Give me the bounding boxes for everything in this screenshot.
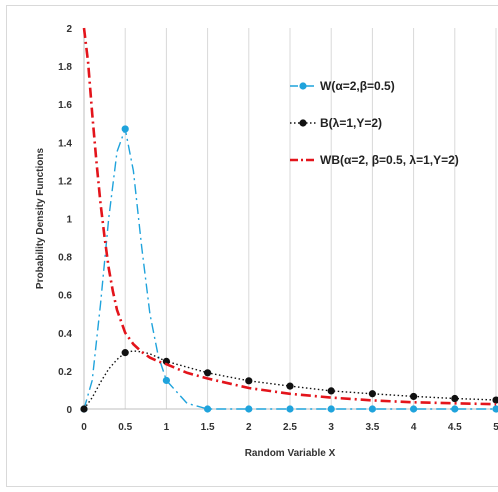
x-tick-label: 4 bbox=[411, 422, 417, 433]
data-point-w bbox=[451, 405, 459, 413]
legend-label-wb: WB(α=2, β=0.5, λ=1,Υ=2) bbox=[320, 153, 459, 167]
legend-label-b: B(λ=1,Υ=2) bbox=[320, 116, 382, 130]
data-point-b bbox=[286, 382, 294, 390]
data-point-w bbox=[368, 405, 376, 413]
y-tick-label: 0.4 bbox=[58, 329, 72, 340]
x-tick-label: 0 bbox=[81, 422, 87, 433]
data-point-w bbox=[245, 405, 253, 413]
x-tick-label: 4.5 bbox=[448, 422, 462, 433]
data-point-b bbox=[492, 396, 498, 404]
data-point-w bbox=[204, 405, 212, 413]
data-point-w bbox=[492, 405, 498, 413]
x-tick-label: 0.5 bbox=[118, 422, 132, 433]
data-point-w bbox=[327, 405, 335, 413]
x-tick-label: 3.5 bbox=[365, 422, 379, 433]
data-point-w bbox=[410, 405, 418, 413]
x-tick-label: 2 bbox=[246, 422, 252, 433]
data-point-w bbox=[121, 125, 129, 133]
plot-area bbox=[80, 27, 498, 413]
y-tick-label: 0.2 bbox=[58, 367, 72, 378]
data-point-b bbox=[451, 394, 459, 403]
y-tick-label: 0.8 bbox=[58, 253, 72, 264]
y-tick-label: 1.6 bbox=[58, 100, 72, 111]
series-line-w bbox=[83, 126, 496, 410]
y-tick-label: 0.6 bbox=[58, 291, 72, 302]
data-point-b bbox=[80, 405, 88, 413]
x-tick-label: 2.5 bbox=[283, 422, 297, 433]
data-point-b bbox=[410, 392, 418, 401]
y-tick-label: 1 bbox=[66, 215, 72, 226]
x-tick-label: 1 bbox=[164, 422, 170, 433]
data-point-b bbox=[121, 349, 129, 357]
grid bbox=[124, 28, 497, 409]
data-point-b bbox=[204, 369, 212, 377]
data-point-w bbox=[286, 405, 294, 413]
y-tick-label: 0 bbox=[66, 405, 72, 416]
x-tick-label: 3 bbox=[328, 422, 334, 433]
x-tick-label: 5 bbox=[493, 422, 498, 433]
y-tick-labels: 0 0.2 0.4 0.6 0.8 1 1.2 1.4 1.6 1.8 2 bbox=[58, 24, 72, 416]
data-point-b bbox=[368, 390, 376, 398]
y-tick-label: 1.2 bbox=[58, 176, 72, 187]
y-tick-label: 2 bbox=[66, 24, 72, 35]
legend-marker-b bbox=[299, 119, 307, 127]
data-point-w bbox=[162, 376, 170, 385]
x-axis-title: Random Variable X bbox=[245, 448, 336, 459]
legend: W(α=2,β=0.5) B(λ=1,Υ=2) WB(α=2, β=0.5, λ=1… bbox=[290, 79, 459, 167]
data-point-b bbox=[327, 387, 335, 395]
series-line-wb bbox=[82, 27, 497, 406]
data-point-b bbox=[162, 357, 170, 365]
y-axis-title: Probability Density Functions bbox=[35, 148, 46, 290]
x-tick-label: 1.5 bbox=[201, 422, 215, 433]
data-point-b bbox=[245, 377, 253, 385]
y-tick-label: 1.8 bbox=[58, 62, 72, 73]
legend-label-w: W(α=2,β=0.5) bbox=[320, 79, 395, 93]
x-tick-labels: 0 0.5 1 1.5 2 2.5 3 3.5 4 4.5 5 bbox=[81, 422, 498, 433]
y-tick-label: 1.4 bbox=[58, 138, 72, 149]
legend-marker-w bbox=[299, 82, 307, 90]
